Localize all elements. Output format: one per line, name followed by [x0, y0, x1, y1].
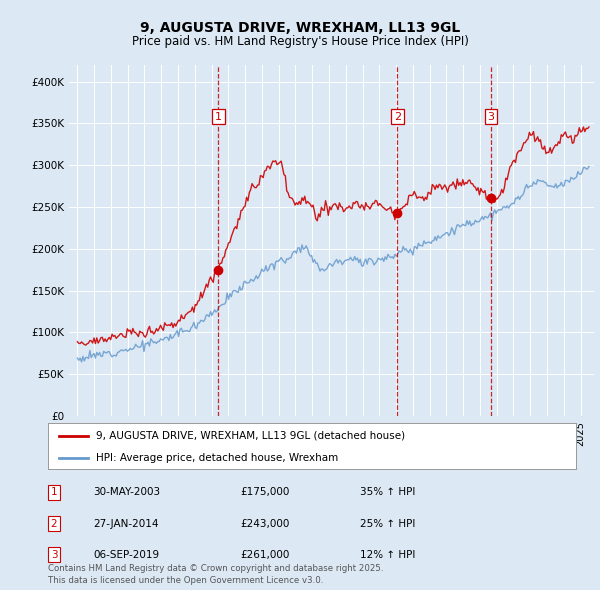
- Text: Price paid vs. HM Land Registry's House Price Index (HPI): Price paid vs. HM Land Registry's House …: [131, 35, 469, 48]
- Text: 25% ↑ HPI: 25% ↑ HPI: [360, 519, 415, 529]
- Text: £261,000: £261,000: [240, 550, 289, 560]
- Text: 12% ↑ HPI: 12% ↑ HPI: [360, 550, 415, 560]
- Text: HPI: Average price, detached house, Wrexham: HPI: Average price, detached house, Wrex…: [95, 453, 338, 463]
- Text: 27-JAN-2014: 27-JAN-2014: [93, 519, 158, 529]
- Text: 9, AUGUSTA DRIVE, WREXHAM, LL13 9GL: 9, AUGUSTA DRIVE, WREXHAM, LL13 9GL: [140, 21, 460, 35]
- Text: 30-MAY-2003: 30-MAY-2003: [93, 487, 160, 497]
- Text: Contains HM Land Registry data © Crown copyright and database right 2025.
This d: Contains HM Land Registry data © Crown c…: [48, 564, 383, 585]
- Text: 9, AUGUSTA DRIVE, WREXHAM, LL13 9GL (detached house): 9, AUGUSTA DRIVE, WREXHAM, LL13 9GL (det…: [95, 431, 404, 441]
- Text: 2: 2: [394, 112, 401, 122]
- Text: 1: 1: [50, 487, 58, 497]
- Text: £243,000: £243,000: [240, 519, 289, 529]
- Text: £175,000: £175,000: [240, 487, 289, 497]
- Text: 2: 2: [50, 519, 58, 529]
- Text: 3: 3: [488, 112, 494, 122]
- Text: 3: 3: [50, 550, 58, 560]
- Text: 06-SEP-2019: 06-SEP-2019: [93, 550, 159, 560]
- Text: 1: 1: [215, 112, 222, 122]
- Text: 35% ↑ HPI: 35% ↑ HPI: [360, 487, 415, 497]
